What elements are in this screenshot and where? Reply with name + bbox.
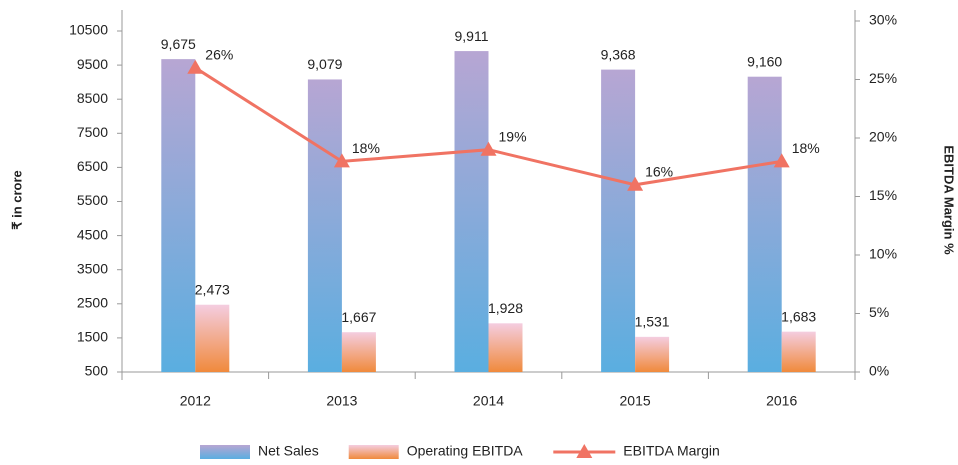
legend-swatch xyxy=(348,445,399,459)
y-tick-label: 3500 xyxy=(77,260,108,276)
data-label: 9,911 xyxy=(455,28,489,44)
line-marker xyxy=(187,59,204,74)
line-marker xyxy=(333,153,350,168)
bar xyxy=(161,59,196,372)
data-label: 18% xyxy=(792,140,820,156)
data-label: 16% xyxy=(645,164,673,180)
data-label: 9,079 xyxy=(307,56,342,72)
y-axis-label: ₹ in crore xyxy=(9,170,24,230)
y2-tick-label: 5% xyxy=(869,304,889,320)
data-label: 9,160 xyxy=(747,53,782,69)
bar xyxy=(601,69,636,372)
y-tick-label: 8500 xyxy=(77,90,108,106)
y-tick-label: 5500 xyxy=(77,192,108,208)
legend-label: Operating EBITDA xyxy=(407,443,524,459)
bar xyxy=(341,332,376,372)
data-label: 9,675 xyxy=(161,36,196,52)
bar xyxy=(488,323,523,372)
bar xyxy=(454,51,489,372)
y2-tick-label: 10% xyxy=(869,246,897,262)
bar xyxy=(635,336,670,372)
y2-tick-label: 30% xyxy=(869,12,897,28)
data-label: 9,368 xyxy=(601,46,636,62)
data-label: 19% xyxy=(499,128,527,144)
y-tick-label: 7500 xyxy=(77,124,108,140)
x-tick-label: 2014 xyxy=(473,393,504,409)
legend-label: Net Sales xyxy=(258,443,319,459)
y2-tick-label: 0% xyxy=(869,363,889,379)
data-label: 18% xyxy=(352,140,380,156)
x-tick-label: 2015 xyxy=(620,393,651,409)
data-label: 2,473 xyxy=(195,281,230,297)
y-tick-label: 10500 xyxy=(69,22,108,38)
data-label: 26% xyxy=(205,47,233,63)
data-label: 1,531 xyxy=(635,314,670,330)
y2-tick-label: 20% xyxy=(869,129,897,145)
data-label: 1,928 xyxy=(488,300,523,316)
y-tick-label: 1500 xyxy=(77,329,108,345)
legend-swatch xyxy=(576,444,593,458)
y-tick-label: 500 xyxy=(85,363,109,379)
data-label: 1,683 xyxy=(781,308,816,324)
x-tick-label: 2016 xyxy=(766,393,797,409)
bar xyxy=(747,76,782,372)
line-marker xyxy=(480,141,497,156)
line-marker xyxy=(773,153,790,168)
y2-axis-label: EBITDA Margin % xyxy=(942,145,957,255)
x-tick-label: 2013 xyxy=(326,393,357,409)
legend-label: EBITDA Margin xyxy=(623,443,719,459)
y-tick-label: 9500 xyxy=(77,56,108,72)
y2-tick-label: 25% xyxy=(869,70,897,86)
bar xyxy=(195,304,230,372)
y-tick-label: 6500 xyxy=(77,158,108,174)
data-label: 1,667 xyxy=(341,309,376,325)
y-tick-label: 4500 xyxy=(77,226,108,242)
x-tick-label: 2012 xyxy=(180,393,211,409)
y2-tick-label: 15% xyxy=(869,187,897,203)
bar xyxy=(781,331,816,372)
y-tick-label: 2500 xyxy=(77,295,108,311)
bar xyxy=(307,79,342,372)
line-marker xyxy=(627,176,644,191)
legend-swatch xyxy=(200,445,250,459)
